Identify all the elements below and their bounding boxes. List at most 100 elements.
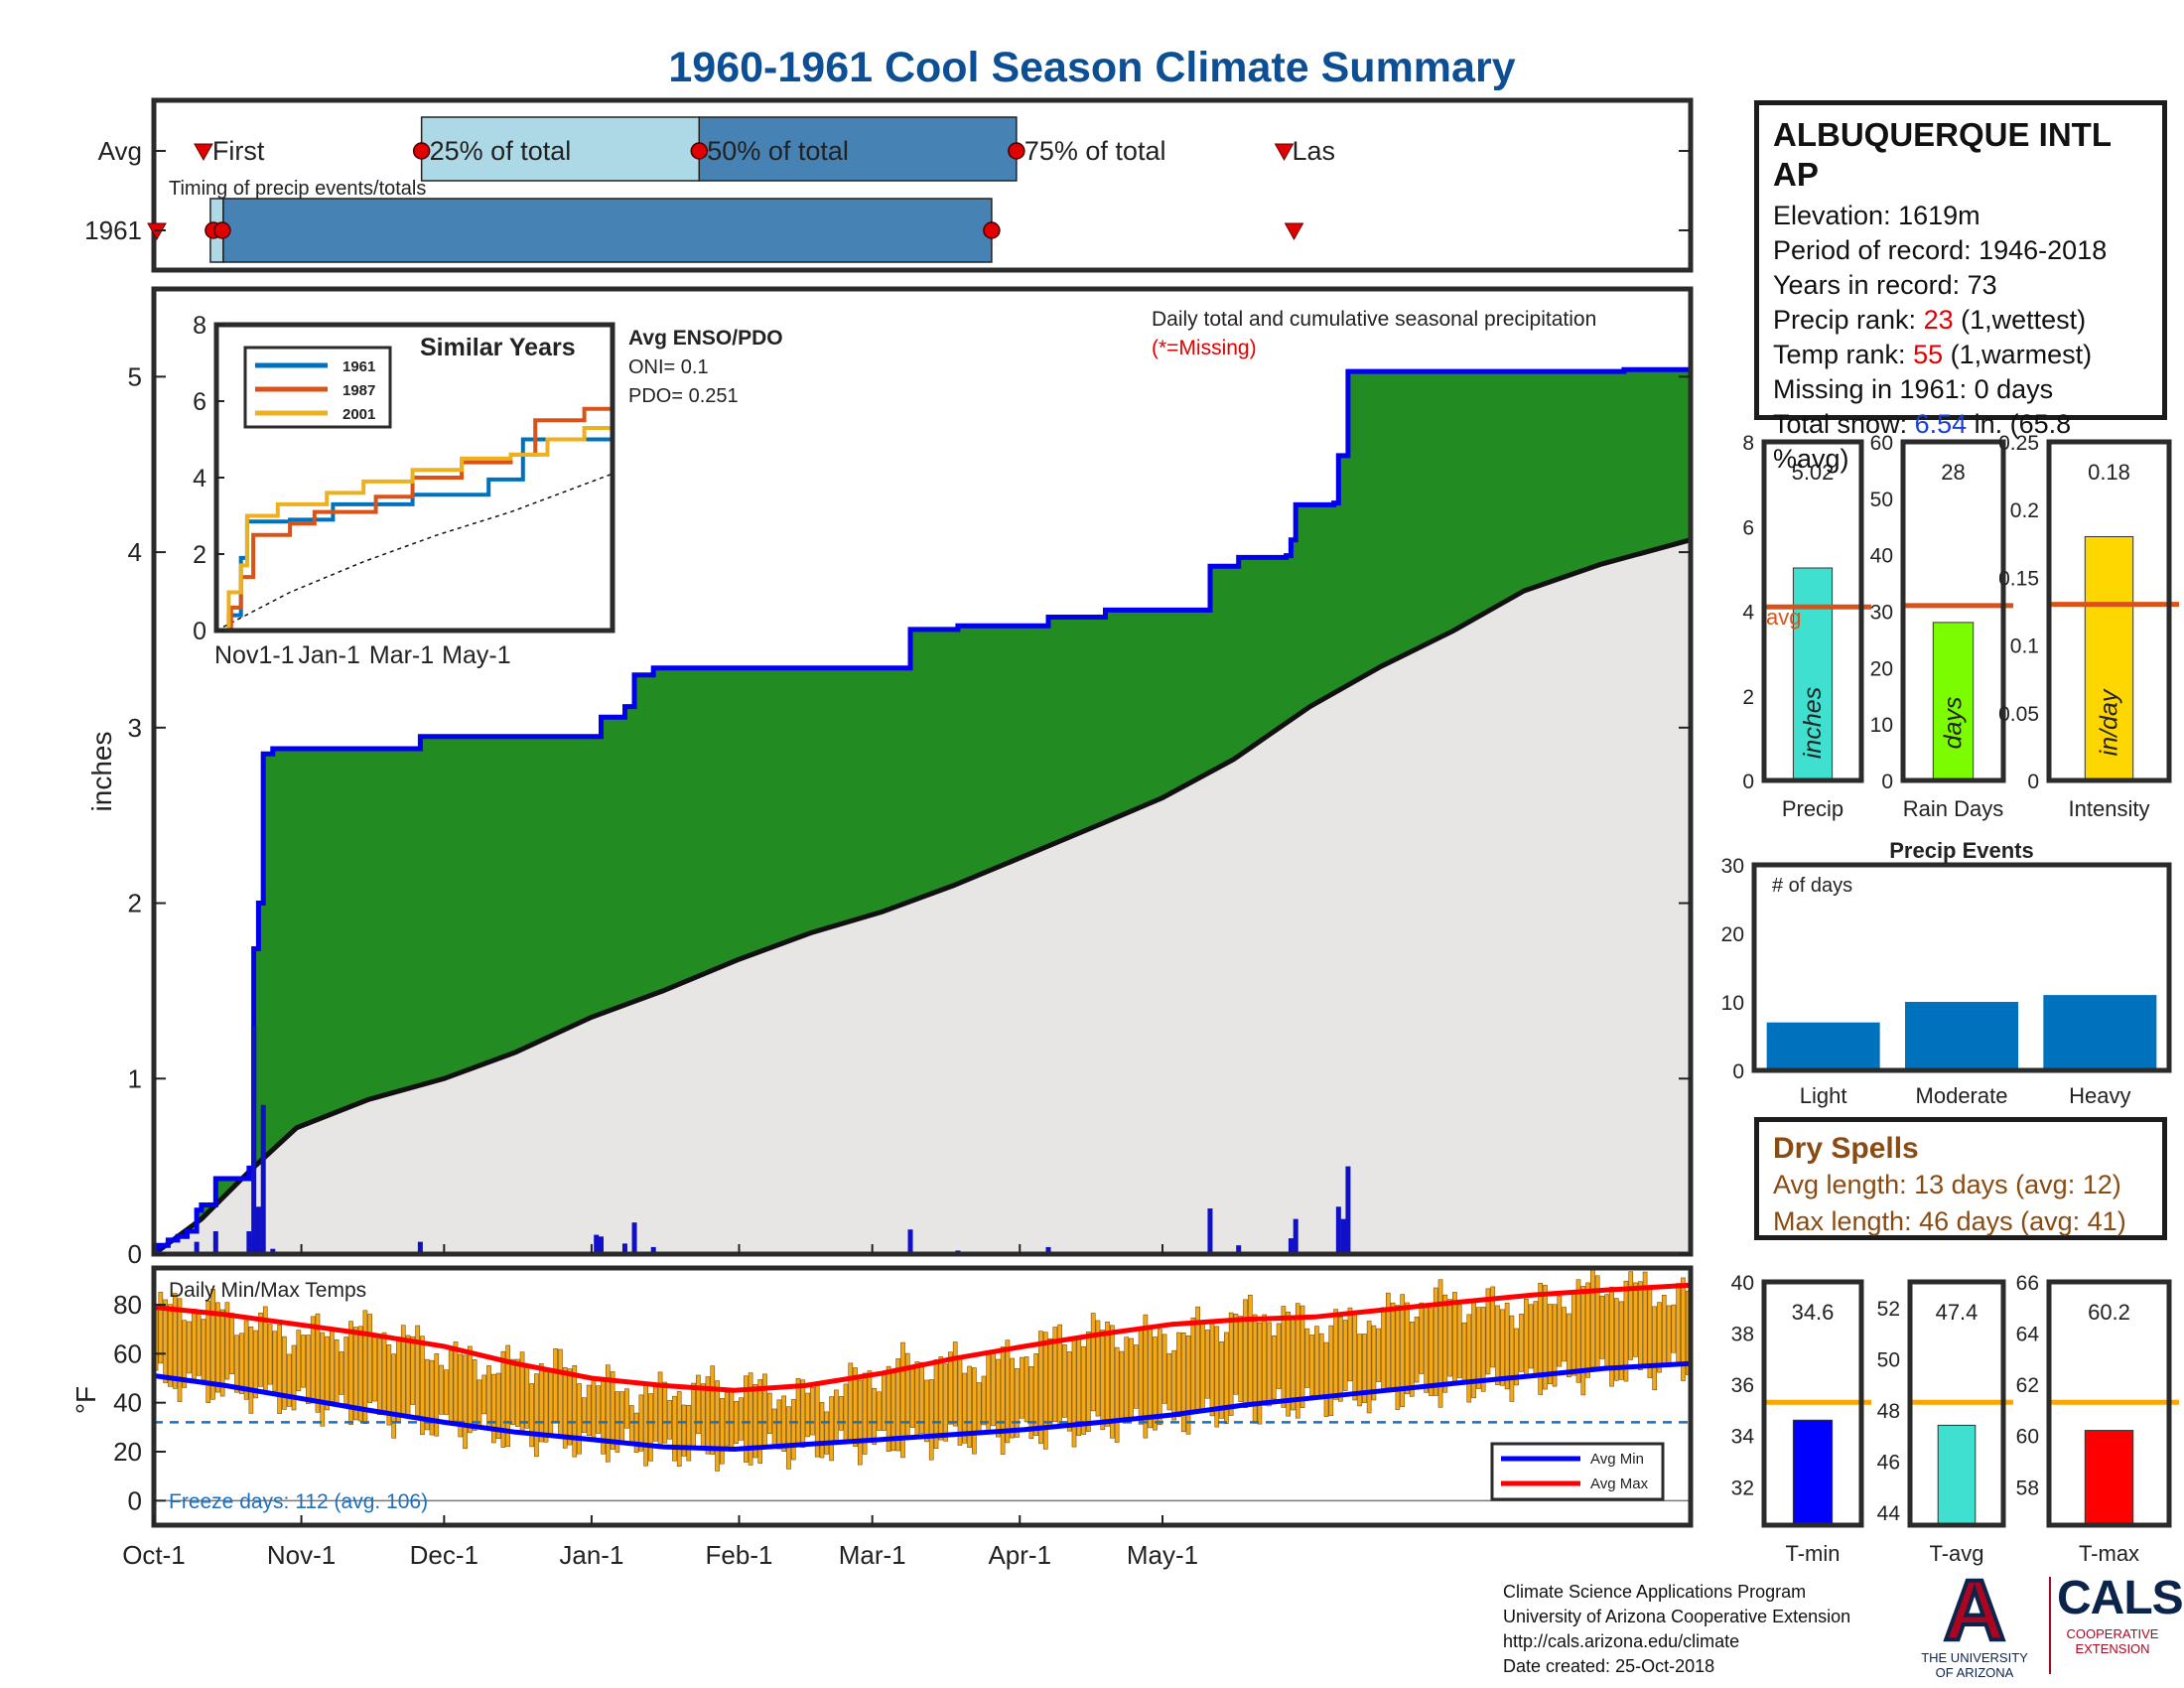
daily-temp-bar: [1257, 1322, 1263, 1425]
similar-years-y-tick-label: 0: [193, 618, 206, 645]
daily-temp-bar: [352, 1327, 358, 1421]
daily-temp-bar: [1495, 1305, 1500, 1385]
daily-temp-bar: [1133, 1344, 1139, 1409]
daily-temp-bar: [1456, 1304, 1462, 1378]
daily-temp-bar: [1286, 1311, 1292, 1417]
temp-y-tick-label: 52: [1877, 1298, 1900, 1321]
daily-temp-bar: [1352, 1313, 1358, 1401]
daily-temp-bar: [1262, 1314, 1268, 1406]
precip-event-label-moderate: Moderate: [1916, 1083, 2008, 1108]
daily-temp-bar: [1419, 1302, 1425, 1374]
daily-temp-bar: [771, 1408, 777, 1448]
daily-temp-bar: [410, 1336, 416, 1405]
daily-temp-bar: [1171, 1349, 1176, 1421]
daily-temp-bar: [962, 1372, 968, 1444]
legend-label-avg-min: Avg Min: [1590, 1451, 1644, 1468]
daily-temp-bar: [267, 1324, 273, 1385]
daily-temp-bar: [362, 1310, 368, 1424]
temp-panel-frame-0: [1761, 1279, 1864, 1528]
daily-temp-bar: [1200, 1321, 1205, 1410]
daily-temp-bar: [696, 1374, 701, 1435]
temp-legend: [1490, 1442, 1665, 1501]
daily-temp-bar: [1357, 1334, 1362, 1407]
daily-temp-bar: [348, 1321, 353, 1425]
precip-y-tick-label: 50: [1870, 489, 1893, 511]
footer-line-2: University of Arizona Cooperative Extens…: [1503, 1607, 1851, 1626]
daily-precip-bar: [270, 1248, 276, 1254]
precip-y-tick-label: 0: [1742, 771, 1754, 793]
daily-temp-bar: [529, 1383, 534, 1448]
daily-temp-bar: [729, 1388, 735, 1451]
daily-temp-bar: [524, 1366, 530, 1429]
daily-temp-bar: [681, 1404, 687, 1457]
daily-temp-bar: [995, 1358, 1001, 1438]
daily-temp-bar: [819, 1402, 825, 1459]
1961-timing-50-75-bar: [222, 198, 993, 263]
1961-last-marker: [1284, 222, 1304, 241]
daily-temp-bar: [234, 1335, 239, 1393]
precip-event-bar-light: [1766, 1022, 1880, 1070]
daily-temp-bar: [510, 1358, 515, 1426]
daily-temp-bar: [715, 1380, 720, 1472]
daily-temp-bar: [1224, 1332, 1229, 1425]
daily-temp-bar: [786, 1406, 791, 1470]
daily-temp-bar: [325, 1336, 330, 1411]
temp-category-label-2: T-max: [2079, 1541, 2139, 1566]
daily-temp-bar: [330, 1329, 335, 1402]
precip-panel-frame-0: [1761, 439, 1864, 783]
precip-event-label-light: Light: [1800, 1083, 1847, 1108]
similar-years-x-tick-label: Mar-1: [369, 641, 434, 669]
daily-temp-bar: [224, 1302, 230, 1380]
avg-first-label: First: [212, 136, 265, 166]
daily-temp-bar: [853, 1367, 858, 1447]
daily-temp-bar: [357, 1326, 363, 1422]
daily-temp-bar: [1095, 1320, 1101, 1417]
daily-temp-bar: [867, 1370, 873, 1443]
daily-precip-bar: [417, 1241, 423, 1254]
daily-temp-bar: [676, 1391, 682, 1467]
daily-temp-bar: [1395, 1305, 1401, 1410]
daily-precip-bar: [1340, 1218, 1346, 1254]
daily-temp-bar: [196, 1314, 202, 1376]
daily-temp-bar: [534, 1373, 539, 1458]
daily-temp-bar: [1437, 1279, 1443, 1408]
dry-spells-box: Dry Spells Avg length: 13 days (avg: 12)…: [1754, 1117, 2167, 1240]
daily-temp-bar: [1309, 1335, 1314, 1396]
daily-temp-bar: [591, 1376, 597, 1439]
similar-years-x-tick-label: May-1: [442, 641, 510, 669]
daily-temp-bar: [429, 1359, 435, 1436]
precip-events-y-tick-label: 10: [1721, 992, 1744, 1015]
similar-years-y-tick-label: 4: [193, 465, 206, 492]
avg-timing-50-75-bar: [698, 116, 1018, 182]
daily-temp-bar: [1519, 1314, 1524, 1372]
similar-years-average-line: [215, 473, 614, 632]
daily-temp-bar: [824, 1411, 830, 1455]
temp-bar-2: [2084, 1430, 2134, 1526]
precip-events-note: # of days: [1772, 875, 1852, 897]
precip-events-y-tick-label: 30: [1721, 855, 1744, 878]
timing-panel-label: Timing of precip events/totals: [169, 178, 426, 200]
temp-category-label-1: T-avg: [1929, 1541, 1983, 1566]
daily-temp-bar: [633, 1412, 639, 1454]
precip-y-tick-label: 40: [1870, 545, 1893, 568]
daily-temp-bar: [177, 1298, 183, 1402]
daily-temp-bar: [838, 1396, 844, 1431]
temp-y-tick-label: 60: [113, 1338, 142, 1368]
daily-temp-bar: [586, 1384, 592, 1436]
daily-temp-bar: [168, 1304, 173, 1387]
daily-temp-bar: [1671, 1304, 1677, 1353]
temp-y-tick-label: 60: [2016, 1426, 2039, 1449]
daily-temp-bar: [486, 1365, 491, 1428]
daily-temp-bar: [1480, 1307, 1486, 1392]
daily-precip-bar: [599, 1236, 605, 1254]
daily-temp-bar: [1291, 1316, 1296, 1411]
precip-category-label-2: Intensity: [2069, 796, 2150, 821]
daily-temp-bar: [310, 1316, 316, 1404]
temp-panel-title: Daily Min/Max Temps: [169, 1279, 366, 1302]
dry-spells-max: Max length: 46 days (avg: 41): [1773, 1206, 2126, 1236]
temp-rank-value: 55: [1913, 340, 1944, 369]
daily-temp-bar: [538, 1363, 544, 1443]
daily-temp-bar: [553, 1348, 558, 1422]
daily-temp-bar: [444, 1369, 449, 1415]
temp-value-label-2: 60.2: [2088, 1300, 2130, 1325]
